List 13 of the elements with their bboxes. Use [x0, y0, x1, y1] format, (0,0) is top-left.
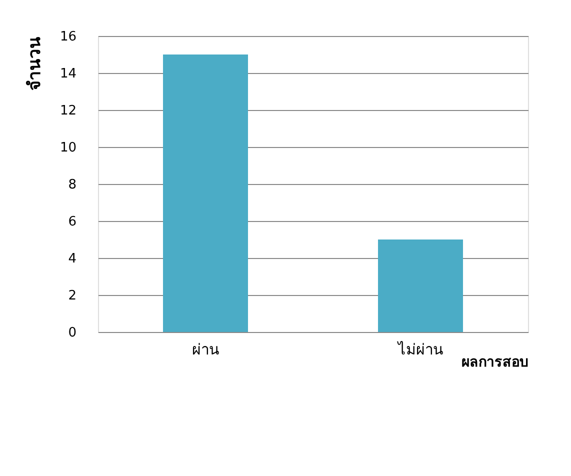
y-axis-title: จำนวน: [24, 36, 45, 90]
y-tick-label: 4: [68, 252, 76, 266]
x-tick-label: ผ่าน: [192, 340, 219, 358]
y-tick-label: 10: [60, 140, 76, 156]
x-tick-label: ไม่ผ่าน: [397, 340, 443, 358]
y-tick-label: 16: [60, 30, 76, 44]
y-tick-label: 0: [68, 326, 76, 340]
y-tick-label: 12: [60, 104, 76, 118]
y-tick-label: 8: [68, 178, 76, 192]
y-tick-label: 14: [60, 66, 76, 82]
x-axis-title: ผลการสอบ: [462, 354, 528, 370]
y-tick-label: 2: [68, 288, 76, 304]
y-tick-label: 6: [68, 214, 76, 230]
